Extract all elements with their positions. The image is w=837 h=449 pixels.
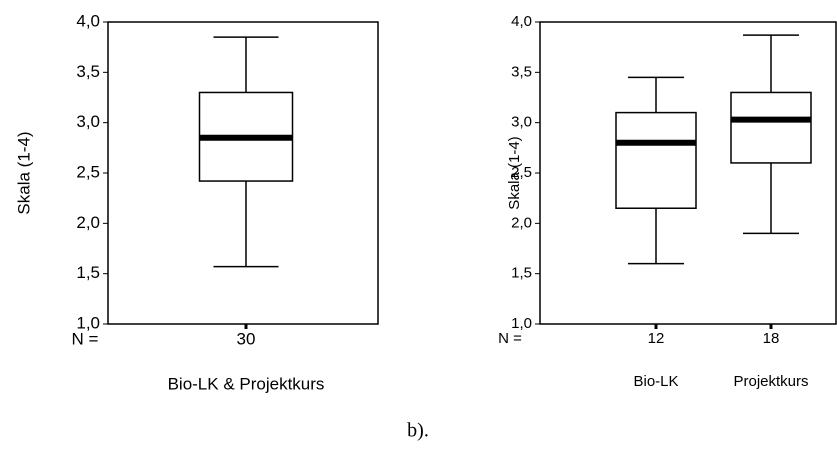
y-tick-label: 3,0: [511, 114, 532, 131]
caption: b).: [407, 420, 429, 442]
n-count: 12: [648, 330, 665, 347]
n-count: 18: [763, 330, 780, 347]
category-label: Projektkurs: [733, 373, 808, 390]
y-tick-label: 2,0: [76, 213, 100, 232]
y-axis-label: Skala (1-4): [14, 131, 33, 214]
y-axis-label: Skala (1-4): [506, 136, 523, 209]
y-tick-label: 1,5: [511, 265, 532, 282]
y-tick-label: 4,0: [511, 13, 532, 30]
y-tick-label: 1,5: [76, 263, 100, 282]
y-tick-label: 3,0: [76, 112, 100, 131]
y-tick-label: 1,0: [511, 315, 532, 332]
category-label: Bio-LK & Projektkurs: [168, 374, 325, 393]
y-tick-label: 2,5: [76, 162, 100, 181]
n-label: N =: [72, 329, 99, 348]
y-tick-label: 1,0: [76, 313, 100, 332]
y-tick-label: 2,5: [511, 164, 532, 181]
n-label: N =: [498, 330, 522, 347]
box: [615, 111, 697, 209]
category-label: Bio-LK: [633, 373, 678, 390]
n-count: 30: [237, 329, 256, 348]
y-tick-label: 4,0: [76, 11, 100, 30]
y-tick-label: 3,5: [76, 62, 100, 81]
box: [730, 91, 812, 164]
y-tick-label: 3,5: [511, 63, 532, 80]
y-tick-label: 2,0: [511, 214, 532, 231]
